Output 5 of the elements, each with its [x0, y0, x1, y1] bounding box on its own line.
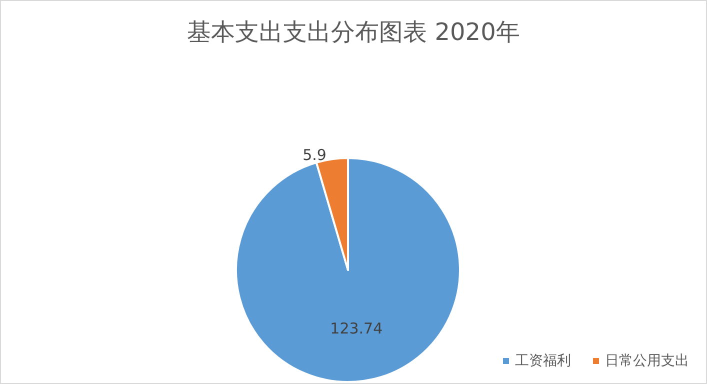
data-label: 5.9	[302, 146, 326, 164]
data-label: 123.74	[330, 319, 383, 338]
chart-title: 基本支出支出分布图表 2020年	[187, 18, 520, 46]
legend-label: 工资福利	[515, 353, 571, 369]
legend-label: 日常公用支出	[605, 353, 689, 369]
